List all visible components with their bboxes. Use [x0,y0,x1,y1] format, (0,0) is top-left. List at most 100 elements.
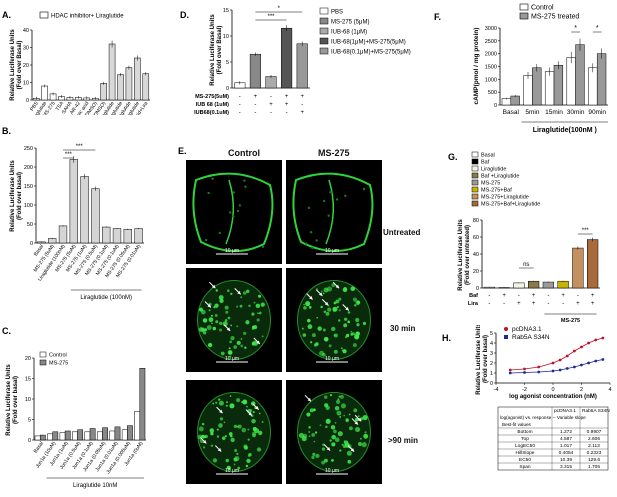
e-cell-puncta [254,428,259,433]
h-xtick-label: 4 [608,387,611,393]
d-row-sign: - [239,102,241,108]
e-cell-puncta [329,344,332,347]
c-bar-control [72,432,77,440]
d-ytick-label: 15 [223,8,229,14]
e-cell-puncta [311,433,315,437]
panel-c-label: C. [2,326,11,336]
g-legend-swatch [472,173,478,178]
f-xtick-label: 90min [588,109,606,116]
e-cell-puncta [259,412,261,414]
e-cell-puncta [319,351,324,356]
f-ylabel: cAMP(pmol / mg protein) [473,28,480,105]
e-scalebar-label: 10 μm [325,248,339,254]
a-legend-swatch [40,12,48,18]
b-bar [81,177,89,244]
e-cell-puncta [248,305,250,307]
e-cell-puncta [331,459,334,462]
h-table-cell: Span [519,464,531,470]
c-bar-ms275 [127,426,132,440]
b-bar [113,229,121,243]
d-row-label: IUB 68 (1uM) [196,102,229,108]
g-legend-swatch [472,201,478,206]
e-cell-puncta [213,327,217,331]
d-row-label: IUB68(0.1uM) [194,110,229,116]
f-sig-label: * [596,25,599,32]
e-cell-puncta [219,299,223,303]
e-cell-puncta [313,408,316,411]
f-bar-control [502,99,511,105]
e-cell-puncta [322,447,325,450]
c-bar-ms275 [102,428,107,440]
panel-e-row-untreated: Untreated [383,228,420,237]
e-cell-puncta [320,306,322,308]
e-cell-puncta [229,432,233,436]
c-bar-control [60,433,65,440]
f-legend-swatch [520,4,528,10]
e-cell-puncta [349,426,353,430]
panel-g-label: G. [448,152,458,162]
a-bar [117,75,123,100]
h-pcdna-point [594,339,597,342]
g-legend-text: MS-275 [481,181,500,187]
e-cell-puncta [243,444,247,448]
e-cell-puncta [343,287,346,290]
e-cell-puncta [234,456,239,461]
e-cell-puncta [219,322,222,325]
a-ylabel-1: (Fold over Basal) [17,41,23,90]
e-cell-puncta [324,459,328,463]
c-legend-text: MS-275 [49,361,68,367]
d-legend-text: IUB-68 (1μM) [331,30,367,36]
h-ytick-label: 3 [490,351,493,357]
c-bar-ms275 [115,427,120,440]
e-cell-puncta [237,426,239,428]
e-cell-puncta [310,231,312,233]
e-cell-puncta [330,394,332,396]
e-cell-puncta [225,306,229,310]
e-cell-puncta [242,428,247,433]
e-cell-puncta [209,317,214,322]
e-cell-puncta [303,434,307,438]
h-rab5-point [580,364,583,367]
d-row-sign: + [300,110,304,116]
h-table-cell: HillSlope [516,450,535,456]
h-ytick-label: 1 [490,371,493,377]
e-cell-puncta [225,459,229,463]
g-legend-text: Baf +Liraglutide [481,174,519,180]
c-ytick-label: 15 [25,377,31,383]
e-cell-puncta [347,460,351,464]
a-ytick-label: 20 [23,63,29,69]
c-bar-control [122,430,127,440]
e-cell-puncta [209,309,211,311]
e-cell-puncta [342,349,346,353]
h-table-header: pcDNA3.1 [554,408,576,414]
a-legend-text: HDAC inhibitor+ Liraglutide [51,14,124,20]
e-cell-puncta [243,332,246,335]
e-cell-puncta [306,412,310,416]
e-cell-puncta [251,419,256,424]
f-bar-treated [511,96,520,105]
g-row-sign: + [591,293,595,299]
e-cell-puncta [236,453,238,455]
h-ytick-label: 2 [490,361,493,367]
e-cell-puncta [256,318,259,321]
e-cell-puncta [262,335,264,337]
h-ytick-label: 4 [490,341,493,347]
c-bar-control [47,434,52,440]
e-cell-puncta [327,215,329,217]
g-legend-text: Basal [481,153,495,159]
e-cell-puncta [225,435,227,437]
e-cell-puncta [349,414,351,416]
e-cell-puncta [331,327,335,331]
e-cell-puncta [353,334,355,336]
e-cell-puncta [314,441,316,443]
g-bar [528,281,539,288]
h-table-cell: 1.705 [588,464,600,470]
e-cell-puncta [358,415,360,417]
h-xlabel: log agonist concentration (nM) [509,394,597,400]
e-cell-puncta [336,400,340,404]
e-cell-puncta [310,341,312,343]
h-table-header: Rab5A S34N [582,408,610,414]
g-ytick-label: 80 [473,218,479,224]
